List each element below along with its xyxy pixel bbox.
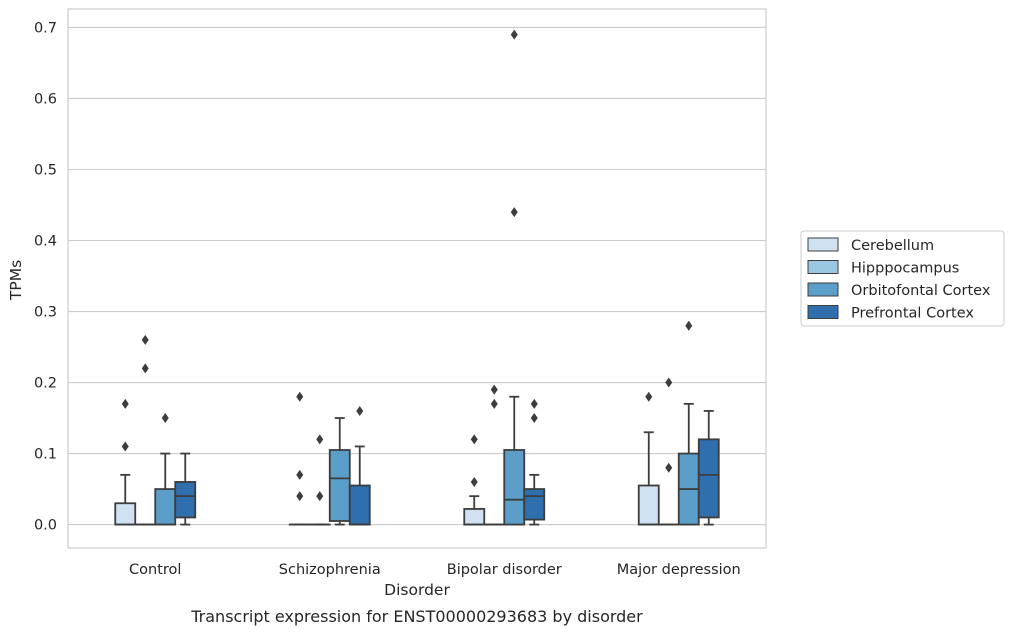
y-tick-label: 0.6: [34, 91, 57, 107]
legend-entry-label: Cerebellum: [851, 238, 934, 254]
legend: Cerebellum Hipppocampus Orbitofontal Corte…: [800, 230, 1005, 327]
box-iqr: [637, 484, 660, 526]
box-hipppocampus-schizophrenia: [308, 434, 331, 526]
x-tick-label: Bipolar disorder: [447, 562, 562, 578]
box-iqr: [174, 481, 197, 519]
legend-entry-label: Hipppocampus: [851, 261, 959, 277]
y-tick-label: 0.5: [34, 162, 57, 178]
box-iqr: [328, 449, 351, 522]
box-iqr: [463, 508, 486, 526]
box-prefrontal-cortex-major-depression: [697, 410, 720, 526]
y-tick-label: 0.4: [34, 234, 57, 250]
x-axis-label: Disorder: [384, 581, 450, 599]
box-prefrontal-cortex-control: [174, 452, 197, 526]
grid-lines: [68, 26, 766, 526]
box-orbitofontal-cortex-major-depression: [677, 320, 700, 526]
x-tick-label: Control: [129, 562, 181, 578]
outlier-point: [510, 29, 518, 40]
x-tick-labels: Control Schizophrenia Bipolar disorder Majo…: [129, 562, 741, 578]
outlier-point: [530, 398, 538, 409]
box-iqr: [697, 438, 720, 519]
box-cerebellum-control: [114, 398, 137, 526]
outlier-point: [510, 207, 518, 218]
box-iqr: [114, 502, 137, 526]
box-iqr: [503, 449, 526, 526]
box-iqr: [348, 484, 371, 526]
outlier-point: [121, 441, 129, 452]
outlier-point: [490, 398, 498, 409]
y-tick-label: 0.1: [34, 447, 57, 463]
outlier-point: [665, 462, 673, 473]
box-prefrontal-cortex-schizophrenia: [348, 405, 371, 526]
outlier-point: [530, 413, 538, 424]
outlier-point: [316, 491, 324, 502]
y-tick-labels: 0.0 0.1 0.2 0.3 0.4 0.5 0.6 0.7: [34, 20, 57, 533]
outlier-point: [296, 469, 304, 480]
box-hipppocampus-control: [134, 334, 157, 526]
box-cerebellum-major-depression: [637, 391, 660, 526]
outlier-point: [296, 391, 304, 402]
box-cerebellum-schizophrenia: [288, 391, 311, 526]
outlier-point: [470, 434, 478, 445]
outlier-point: [665, 377, 673, 388]
box-cerebellum-bipolar-disorder: [463, 434, 486, 526]
box-prefrontal-cortex-bipolar-disorder: [523, 398, 546, 526]
outlier-point: [121, 398, 129, 409]
box-hipppocampus-major-depression: [657, 377, 680, 526]
legend-entry-label: Prefrontal Cortex: [851, 306, 974, 322]
outlier-point: [470, 476, 478, 487]
box-iqr: [154, 488, 177, 526]
box-orbitofontal-cortex-bipolar-disorder: [503, 29, 526, 526]
legend-entry-label: Orbitofontal Cortex: [851, 283, 991, 299]
outlier-point: [141, 363, 149, 374]
outlier-point: [161, 413, 169, 424]
legend-frame: [800, 230, 1005, 327]
y-tick-label: 0.7: [34, 20, 57, 36]
box-iqr: [523, 488, 546, 521]
box-hipppocampus-bipolar-disorder: [483, 384, 506, 526]
y-tick-label: 0.0: [34, 518, 57, 534]
outlier-point: [316, 434, 324, 445]
chart-caption: Transcript expression for ENST0000029368…: [190, 607, 643, 626]
plot-frame: [67, 8, 767, 549]
outlier-point: [645, 391, 653, 402]
y-tick-label: 0.2: [34, 376, 57, 392]
outlier-point: [356, 405, 364, 416]
outlier-point: [685, 320, 693, 331]
outlier-point: [141, 334, 149, 345]
legend-swatch: [807, 305, 839, 319]
legend-swatch: [807, 260, 839, 274]
outlier-point: [296, 491, 304, 502]
outlier-point: [490, 384, 498, 395]
box-orbitofontal-cortex-control: [154, 413, 177, 526]
legend-swatch: [807, 237, 839, 252]
legend-swatch: [807, 282, 839, 297]
x-tick-label: Schizophrenia: [279, 562, 381, 578]
box-orbitofontal-cortex-schizophrenia: [328, 417, 351, 526]
x-tick-label: Major depression: [617, 562, 741, 578]
box-groups: [114, 29, 720, 526]
y-tick-label: 0.3: [34, 305, 57, 321]
y-axis-label: TPMs: [7, 260, 25, 301]
